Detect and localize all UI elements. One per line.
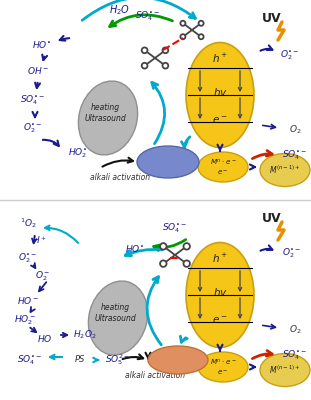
Text: $H_2O_2$: $H_2O_2$ <box>73 329 97 341</box>
Text: $M^n\cdot e^-$: $M^n\cdot e^-$ <box>210 157 236 167</box>
Text: $HO^-$: $HO^-$ <box>17 294 39 306</box>
Text: $O_2$: $O_2$ <box>289 324 301 336</box>
Text: $SO_4^{\bullet-}$: $SO_4^{\bullet-}$ <box>282 148 308 162</box>
Circle shape <box>180 21 185 26</box>
Ellipse shape <box>198 152 248 182</box>
Text: $SO_4^{\bullet-}$: $SO_4^{\bullet-}$ <box>135 9 161 23</box>
Text: $O_2^{\bullet-}$: $O_2^{\bullet-}$ <box>280 48 300 62</box>
Text: UV: UV <box>262 12 282 24</box>
Circle shape <box>183 260 190 267</box>
Text: $HSO_5^-$: $HSO_5^-$ <box>162 352 194 368</box>
Ellipse shape <box>260 154 310 186</box>
Text: UV: UV <box>262 212 282 224</box>
Text: $O_2^{\bullet-}$: $O_2^{\bullet-}$ <box>23 121 43 135</box>
Text: $O_2^-$: $O_2^-$ <box>35 269 51 283</box>
Text: $HO_2^-$: $HO_2^-$ <box>14 313 36 327</box>
Circle shape <box>142 48 147 53</box>
Text: $M^{(n-1)+}$: $M^{(n-1)+}$ <box>269 364 301 376</box>
Text: $SO_5^{2-}$: $SO_5^{2-}$ <box>105 352 131 368</box>
Text: $SO_4^{\bullet-}$: $SO_4^{\bullet-}$ <box>162 221 188 235</box>
Text: $hv$: $hv$ <box>213 286 227 298</box>
Text: heating
Ultrasound: heating Ultrasound <box>84 103 126 123</box>
Circle shape <box>199 21 204 26</box>
Text: $HO$: $HO$ <box>37 332 53 344</box>
Text: $O_2^{\bullet-}$: $O_2^{\bullet-}$ <box>282 246 302 260</box>
Text: alkali activation: alkali activation <box>125 370 185 380</box>
Text: $O_2$: $O_2$ <box>289 124 301 136</box>
Circle shape <box>183 243 190 250</box>
Ellipse shape <box>260 354 310 386</box>
Text: $H_2O$: $H_2O$ <box>109 3 131 17</box>
Circle shape <box>163 48 168 53</box>
Text: alkali activation: alkali activation <box>90 174 150 182</box>
Text: $SO_4^{\bullet-}$: $SO_4^{\bullet-}$ <box>282 348 308 362</box>
Text: $^1O_2$: $^1O_2$ <box>20 216 36 230</box>
Text: $e^-$: $e^-$ <box>217 168 229 178</box>
Circle shape <box>160 243 166 250</box>
Text: $e^-$: $e^-$ <box>212 314 228 326</box>
Ellipse shape <box>137 146 199 178</box>
Text: heating
Ultrasound: heating Ultrasound <box>94 303 136 323</box>
Text: $e^-$: $e^-$ <box>217 368 229 378</box>
Text: $HO^{\bullet}$: $HO^{\bullet}$ <box>32 40 52 50</box>
Ellipse shape <box>88 281 148 355</box>
Text: $SO_4^{\bullet-}$: $SO_4^{\bullet-}$ <box>17 353 43 367</box>
Ellipse shape <box>186 242 254 348</box>
Text: $HO^{\bullet}$: $HO^{\bullet}$ <box>125 242 145 254</box>
Ellipse shape <box>198 352 248 382</box>
Ellipse shape <box>78 81 138 155</box>
Ellipse shape <box>186 42 254 148</box>
Ellipse shape <box>148 346 208 374</box>
Text: $HO_2^{\bullet}$: $HO_2^{\bullet}$ <box>68 146 88 160</box>
Circle shape <box>163 63 168 68</box>
Text: PS: PS <box>75 356 85 364</box>
Circle shape <box>160 260 166 267</box>
Circle shape <box>199 34 204 39</box>
Text: $SO_4^{\bullet-}$: $SO_4^{\bullet-}$ <box>20 93 46 107</box>
Text: $S_2O_8^{2-}$: $S_2O_8^{2-}$ <box>150 154 184 170</box>
Circle shape <box>142 63 147 68</box>
Text: $h^+$: $h^+$ <box>212 252 228 264</box>
Text: $M^n\cdot e^-$: $M^n\cdot e^-$ <box>210 357 236 367</box>
Text: $h^+$: $h^+$ <box>212 52 228 64</box>
Text: $hv$: $hv$ <box>213 86 227 98</box>
Text: $H^+$: $H^+$ <box>32 234 48 246</box>
Circle shape <box>180 34 185 39</box>
Text: $OH^-$: $OH^-$ <box>27 64 49 76</box>
Text: $O_2^{\bullet-}$: $O_2^{\bullet-}$ <box>18 251 38 265</box>
Text: $M^{(n-1)+}$: $M^{(n-1)+}$ <box>269 164 301 176</box>
Text: $e^-$: $e^-$ <box>212 114 228 126</box>
